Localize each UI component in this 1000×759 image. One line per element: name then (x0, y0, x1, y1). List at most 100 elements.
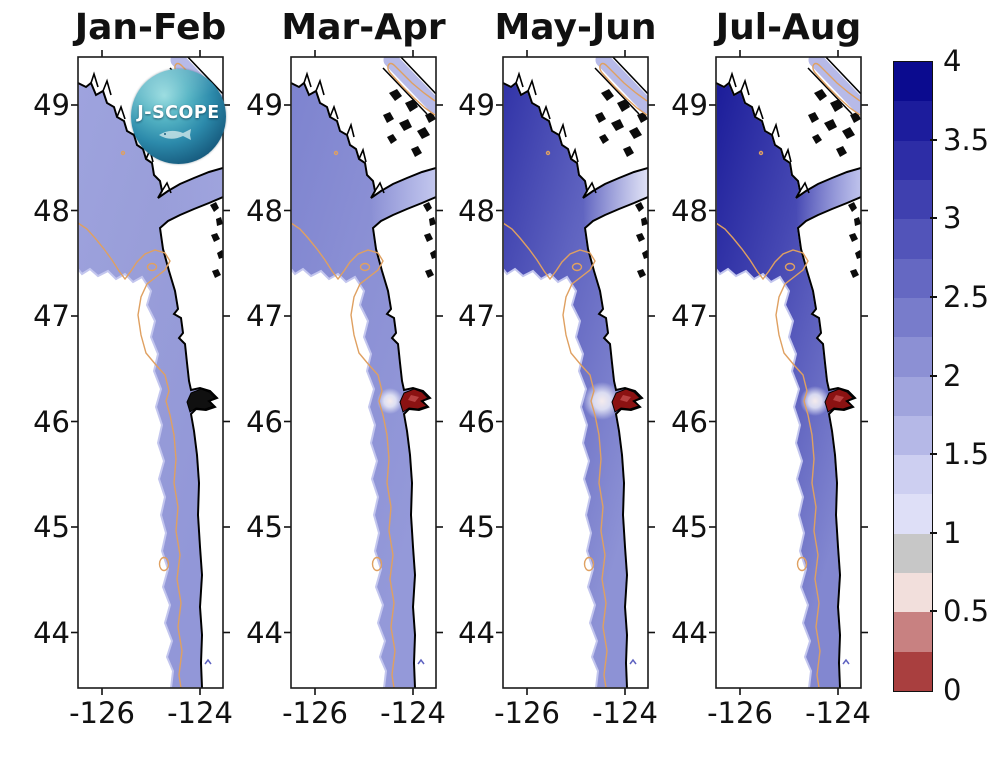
georgia-shorelines (807, 57, 861, 115)
shelf-break-contour (716, 62, 861, 688)
colorbar-band (894, 494, 932, 534)
colorbar-band (894, 179, 932, 220)
offshore-speck (204, 658, 212, 665)
strait-gradient-overlay (158, 168, 223, 228)
colorbar-band (894, 651, 932, 691)
colorbar-band (894, 140, 932, 180)
axis-ticks (496, 50, 655, 695)
lat-tick-label: 49 (671, 88, 708, 122)
columbia-plume-halo (377, 388, 403, 414)
land-mainland (798, 197, 861, 688)
axis-ticks (284, 50, 443, 695)
colorbar-tick-label: 3.5 (943, 122, 990, 157)
colorbar-band (894, 455, 932, 495)
lon-tick-label: -126 (707, 696, 773, 730)
colorbar-tick-label: 1 (943, 515, 962, 550)
offshore-speck (629, 658, 637, 665)
lat-tick-label: 48 (458, 193, 495, 228)
colorbar-tick-label: 4 (943, 44, 962, 78)
lon-tick-label: -126 (494, 696, 560, 730)
columbia-estuary (186, 388, 216, 413)
columbia-estuary-highlight (833, 395, 844, 402)
offshore-speck (417, 658, 425, 665)
puget-sound-details (423, 202, 436, 278)
lat-tick-label: 49 (33, 88, 70, 122)
lat-tick-label: 46 (33, 404, 70, 439)
lat-tick-label: 44 (246, 615, 283, 650)
colorbar-band (894, 573, 932, 613)
colorbar-band (894, 258, 932, 298)
lon-tick-label: -124 (167, 696, 233, 730)
puget-sound-details (848, 202, 861, 278)
coastline-mainland (371, 196, 436, 688)
panel-title: Mar-Apr (281, 7, 446, 48)
lat-tick-label: 46 (458, 404, 495, 439)
colorbar-band (894, 62, 932, 102)
fjord-details (515, 71, 597, 194)
colorbar-band (894, 533, 932, 574)
land-vancouver-island (291, 57, 436, 198)
strait-gradient-overlay (796, 168, 861, 228)
panel-title: Jan-Feb (74, 7, 227, 48)
colorbar-band (894, 612, 932, 652)
lat-tick-label: 46 (671, 404, 708, 439)
lon-tick-label: -126 (282, 696, 348, 730)
axis-ticks (709, 50, 868, 695)
georgia-shorelines (594, 57, 648, 115)
lat-tick-label: 47 (458, 299, 495, 333)
lat-tick-label: 45 (33, 510, 70, 544)
map-panel-Mar-Apr (284, 50, 443, 695)
map-panel-Jul-Aug (709, 50, 868, 695)
coastline-mainland (796, 196, 861, 688)
lat-tick-label: 48 (671, 193, 708, 228)
fish-icon (159, 129, 191, 140)
panel-frame (715, 56, 862, 689)
colorbar-tick (930, 138, 937, 141)
colorbar-band (894, 376, 932, 416)
colorbar-tick (930, 217, 937, 220)
fjord-details (728, 71, 810, 194)
lat-tick-label: 44 (458, 615, 495, 650)
lat-tick-label: 44 (33, 615, 70, 650)
strait-gradient-overlay (371, 168, 436, 228)
colorbar (893, 61, 933, 692)
offshore-speck (842, 658, 850, 665)
lat-tick-label: 47 (33, 299, 70, 333)
land-vancouver-island (716, 57, 861, 198)
columbia-estuary-highlight (620, 395, 631, 402)
colorbar-tick-label: 2.5 (943, 279, 990, 314)
colorbar-tick-label: 0.5 (943, 594, 990, 629)
coastline-mainland (583, 196, 648, 688)
panel-title: Jul-Aug (715, 7, 862, 48)
puget-sound-details (210, 202, 223, 278)
lat-tick-label: 47 (671, 299, 708, 333)
colorbar-band (894, 219, 932, 259)
lat-tick-label: 49 (458, 88, 495, 122)
san-juan-islands (383, 89, 436, 157)
map-panel-May-Jun (496, 50, 655, 695)
shelf-break-contour (503, 62, 648, 688)
lon-tick-label: -124 (805, 696, 871, 730)
colorbar-tick-label: 1.5 (943, 437, 990, 472)
fjord-details (303, 71, 385, 194)
colorbar-band (894, 415, 932, 456)
lat-tick-label: 44 (671, 615, 708, 650)
colorbar-tick (930, 374, 937, 377)
georgia-shorelines (382, 57, 436, 115)
colorbar-tick (930, 453, 937, 456)
puget-sound-details (635, 202, 648, 278)
lat-tick-label: 47 (246, 299, 283, 333)
land-vancouver-island (503, 57, 648, 198)
colorbar-band (894, 297, 932, 338)
san-juan-islands (808, 89, 861, 157)
panel-title: May-Jun (494, 7, 657, 48)
lat-tick-label: 45 (671, 510, 708, 544)
land-mainland (160, 197, 223, 688)
jscope-logo: J-SCOPE (131, 69, 226, 164)
axis-ticks (71, 50, 230, 695)
lat-tick-label: 48 (33, 193, 70, 228)
lat-tick-label: 45 (246, 510, 283, 544)
colorbar-tick-label: 2 (943, 358, 962, 393)
lat-tick-label: 48 (246, 193, 283, 228)
logo-label: J-SCOPE (137, 103, 220, 123)
